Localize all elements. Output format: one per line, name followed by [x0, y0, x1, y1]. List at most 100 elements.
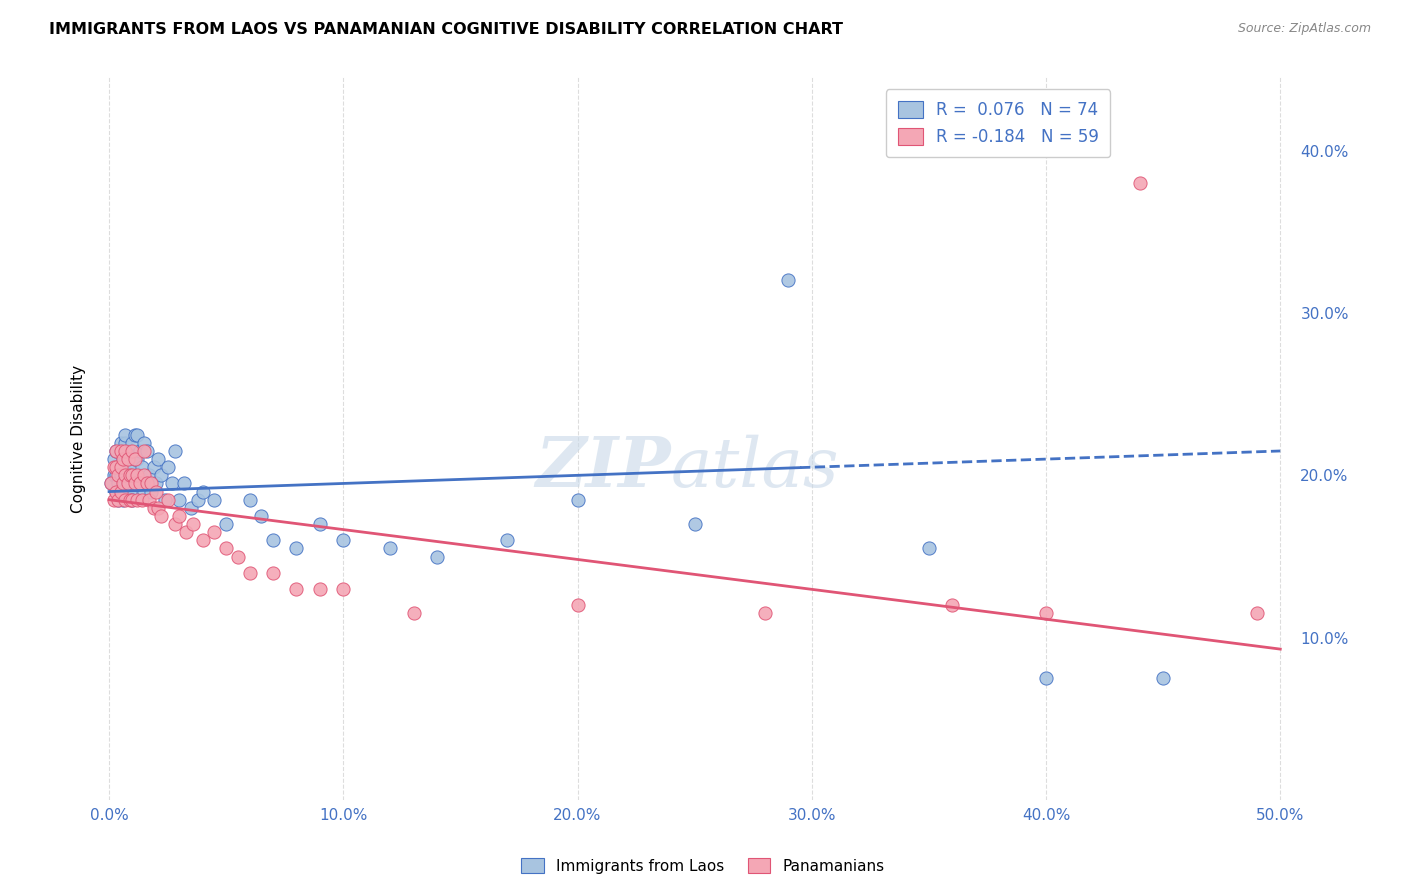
Point	[156, 492, 179, 507]
Point	[135, 476, 157, 491]
Point	[103, 492, 125, 507]
Point	[191, 533, 214, 548]
Point	[120, 468, 142, 483]
Point	[114, 444, 136, 458]
Point	[285, 541, 308, 556]
Point	[112, 492, 135, 507]
Point	[112, 452, 135, 467]
Point	[120, 484, 142, 499]
Point	[134, 444, 156, 458]
Point	[110, 460, 132, 475]
Point	[127, 452, 149, 467]
Point	[262, 533, 284, 548]
Point	[103, 452, 125, 467]
Point	[754, 607, 776, 621]
Point	[110, 444, 132, 458]
Point	[114, 492, 136, 507]
Point	[778, 273, 800, 287]
Point	[426, 549, 449, 564]
Point	[226, 549, 249, 564]
Point	[107, 492, 129, 507]
Point	[128, 468, 150, 483]
Point	[110, 484, 132, 499]
Point	[187, 492, 209, 507]
Point	[110, 435, 132, 450]
Point	[169, 508, 191, 523]
Point	[114, 468, 136, 483]
Point	[107, 476, 129, 491]
Point	[121, 435, 143, 450]
Point	[215, 541, 238, 556]
Point	[134, 484, 156, 499]
Point	[141, 484, 163, 499]
Point	[567, 492, 589, 507]
Point	[131, 492, 153, 507]
Point	[135, 476, 157, 491]
Point	[191, 484, 214, 499]
Point	[141, 476, 163, 491]
Point	[120, 444, 142, 458]
Point	[918, 541, 941, 556]
Point	[117, 476, 139, 491]
Point	[127, 492, 149, 507]
Point	[204, 525, 226, 540]
Point	[163, 444, 186, 458]
Point	[135, 444, 157, 458]
Point	[496, 533, 519, 548]
Point	[285, 582, 308, 596]
Point	[117, 452, 139, 467]
Point	[117, 476, 139, 491]
Point	[117, 444, 139, 458]
Point	[105, 484, 128, 499]
Point	[124, 452, 146, 467]
Point	[309, 582, 332, 596]
Point	[163, 517, 186, 532]
Point	[114, 427, 136, 442]
Point	[1246, 607, 1268, 621]
Point	[134, 435, 156, 450]
Point	[1035, 671, 1057, 685]
Point	[1152, 671, 1174, 685]
Point	[155, 492, 177, 507]
Point	[110, 484, 132, 499]
Point	[148, 452, 170, 467]
Point	[114, 452, 136, 467]
Point	[112, 476, 135, 491]
Text: Source: ZipAtlas.com: Source: ZipAtlas.com	[1237, 22, 1371, 36]
Point	[145, 484, 167, 499]
Point	[105, 468, 128, 483]
Point	[149, 468, 172, 483]
Point	[142, 460, 165, 475]
Point	[180, 500, 202, 515]
Point	[120, 468, 142, 483]
Point	[120, 492, 142, 507]
Point	[100, 476, 122, 491]
Point	[145, 476, 167, 491]
Point	[121, 444, 143, 458]
Point	[402, 607, 425, 621]
Point	[124, 427, 146, 442]
Point	[107, 468, 129, 483]
Legend: Immigrants from Laos, Panamanians: Immigrants from Laos, Panamanians	[515, 852, 891, 880]
Point	[127, 427, 149, 442]
Point	[183, 517, 205, 532]
Point	[941, 599, 963, 613]
Point	[142, 500, 165, 515]
Point	[124, 452, 146, 467]
Point	[128, 444, 150, 458]
Point	[169, 492, 191, 507]
Point	[239, 492, 262, 507]
Point	[112, 452, 135, 467]
Point	[127, 468, 149, 483]
Point	[121, 476, 143, 491]
Point	[114, 468, 136, 483]
Point	[204, 492, 226, 507]
Point	[148, 500, 170, 515]
Point	[138, 492, 160, 507]
Point	[114, 435, 136, 450]
Legend: R =  0.076   N = 74, R = -0.184   N = 59: R = 0.076 N = 74, R = -0.184 N = 59	[886, 89, 1111, 157]
Point	[378, 541, 401, 556]
Point	[112, 476, 135, 491]
Point	[105, 444, 128, 458]
Point	[103, 468, 125, 483]
